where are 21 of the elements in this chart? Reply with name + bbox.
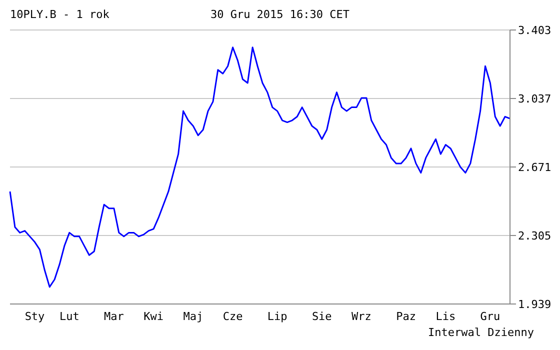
chart-subtitle: 30 Gru 2015 16:30 CET	[210, 8, 350, 21]
x-tick-label: Maj	[183, 310, 204, 323]
x-tick-label: Gru	[480, 310, 500, 323]
x-tick-label: Lis	[436, 310, 456, 323]
x-tick-label: Lut	[59, 310, 80, 323]
x-tick-label: Sie	[312, 310, 332, 323]
y-tick-label: 2.671	[518, 160, 552, 174]
x-tick-label: Mar	[104, 310, 124, 323]
y-tick-label: 1.939	[518, 298, 552, 311]
x-tick-label: Lip	[267, 310, 288, 323]
x-tick-label: Kwi	[144, 310, 164, 323]
x-tick-label: Wrz	[352, 310, 372, 323]
chart-title: 10PLY.B - 1 rok	[10, 8, 110, 21]
text: Interwal Dzienny	[428, 326, 534, 339]
x-tick-label: Sty	[24, 310, 46, 323]
y-tick-label: 3.037	[518, 92, 552, 106]
y-tick-label: 2.305	[518, 229, 552, 242]
line-series	[9, 46, 511, 288]
x-tick-label: Paz	[396, 310, 416, 323]
y-tick-label: 3.403	[518, 24, 552, 37]
x-tick-label: Cze	[222, 310, 243, 323]
